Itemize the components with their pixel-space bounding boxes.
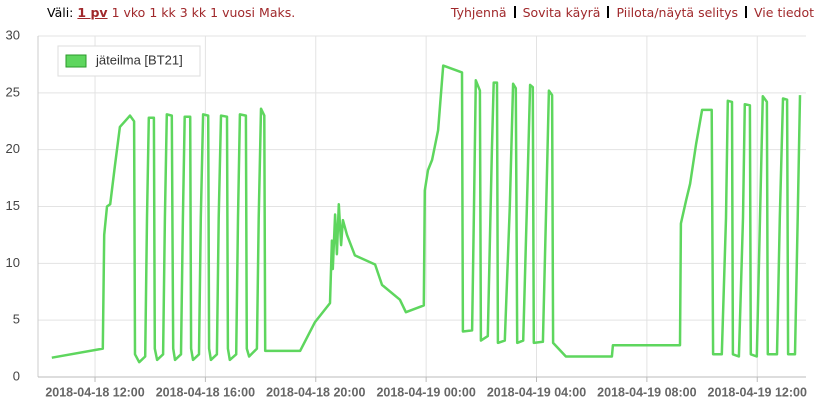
x-tick-label: 2018-04-19 08:00 xyxy=(597,385,696,399)
action-link[interactable]: Vie tiedot xyxy=(754,5,814,20)
range-link[interactable]: 1 vuosi xyxy=(210,5,256,20)
range-link[interactable]: Maks. xyxy=(259,5,296,20)
separator xyxy=(607,6,610,18)
x-tick-label: 2018-04-18 12:00 xyxy=(45,385,144,399)
x-tick-label: 2018-04-19 00:00 xyxy=(376,385,475,399)
action-link[interactable]: Tyhjennä xyxy=(450,5,507,20)
y-tick-label: 5 xyxy=(13,312,20,327)
actions: Tyhjennä Sovita käyrä Piilota/näytä selity… xyxy=(451,5,814,20)
legend: jäteilma [BT21] xyxy=(57,45,201,77)
range-selector: Väli: 1 pv 1 vko 1 kk 3 kk 1 vuosi Maks. xyxy=(47,5,299,20)
separator xyxy=(745,6,748,18)
range-link[interactable]: 1 pv xyxy=(77,5,108,20)
y-tick-label: 15 xyxy=(6,198,20,213)
y-tick-label: 25 xyxy=(6,84,20,99)
y-tick-label: 10 xyxy=(6,255,20,270)
x-tick-label: 2018-04-19 04:00 xyxy=(487,385,586,399)
action-link[interactable]: Piilota/näytä selitys xyxy=(616,5,739,20)
range-label: Väli: xyxy=(47,5,74,20)
x-tick-label: 2018-04-19 12:00 xyxy=(708,385,807,399)
x-tick-label: 2018-04-18 16:00 xyxy=(156,385,255,399)
action-link[interactable]: Sovita käyrä xyxy=(522,5,601,20)
data-line xyxy=(51,64,802,364)
range-link[interactable]: 1 kk xyxy=(149,5,176,20)
toolbar: Väli: 1 pv 1 vko 1 kk 3 kk 1 vuosi Maks. Tyhje… xyxy=(0,0,826,26)
y-tick-label: 30 xyxy=(6,27,20,42)
y-tick-label: 0 xyxy=(13,368,20,383)
range-link[interactable]: 3 kk xyxy=(179,5,207,20)
separator xyxy=(513,6,516,18)
legend-swatch xyxy=(65,54,87,68)
legend-label: jäteilma [BT21] xyxy=(95,52,183,67)
x-tick-label: 2018-04-18 20:00 xyxy=(266,385,365,399)
range-link[interactable]: 1 vko xyxy=(111,5,146,20)
y-tick-label: 20 xyxy=(6,141,20,156)
